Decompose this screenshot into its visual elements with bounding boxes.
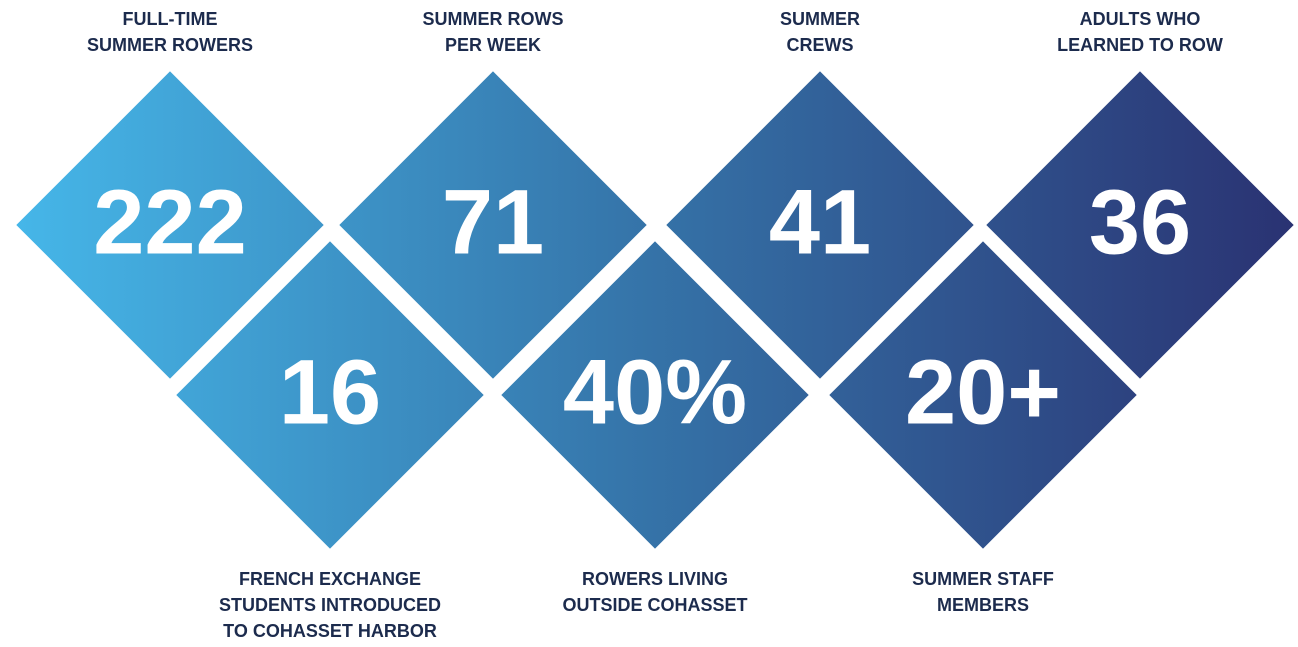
stat-label: FULL-TIME xyxy=(123,9,218,29)
stat-label: CREWS xyxy=(787,35,854,55)
stat-value: 16 xyxy=(279,341,381,443)
stat-label: ROWERS LIVING xyxy=(582,569,728,589)
diamond xyxy=(488,228,822,562)
stat-label: SUMMER STAFF xyxy=(912,569,1054,589)
stat-label: ADULTS WHO xyxy=(1080,9,1201,29)
diamond xyxy=(973,58,1298,392)
diamond xyxy=(653,58,987,392)
stat-label: PER WEEK xyxy=(445,35,541,55)
stat-value: 41 xyxy=(769,171,871,273)
stat-label: STUDENTS INTRODUCED xyxy=(219,595,441,615)
stat-value: 36 xyxy=(1089,171,1191,273)
stat-label: OUTSIDE COHASSET xyxy=(562,595,747,615)
diamond xyxy=(163,228,497,562)
diamond xyxy=(326,58,660,392)
stat-value: 71 xyxy=(442,171,544,273)
stat-label: SUMMER ROWS xyxy=(423,9,564,29)
stat-value: 20+ xyxy=(905,341,1061,443)
stat-value: 222 xyxy=(93,171,247,273)
stat-label: SUMMER ROWERS xyxy=(87,35,253,55)
stat-label: TO COHASSET HARBOR xyxy=(223,621,437,641)
stat-label: FRENCH EXCHANGE xyxy=(239,569,421,589)
stat-label: SUMMER xyxy=(780,9,860,29)
stat-label: LEARNED TO ROW xyxy=(1057,35,1223,55)
stat-label: MEMBERS xyxy=(937,595,1029,615)
diamond xyxy=(816,228,1150,562)
diamond xyxy=(3,58,337,392)
stat-value: 40% xyxy=(563,341,747,443)
